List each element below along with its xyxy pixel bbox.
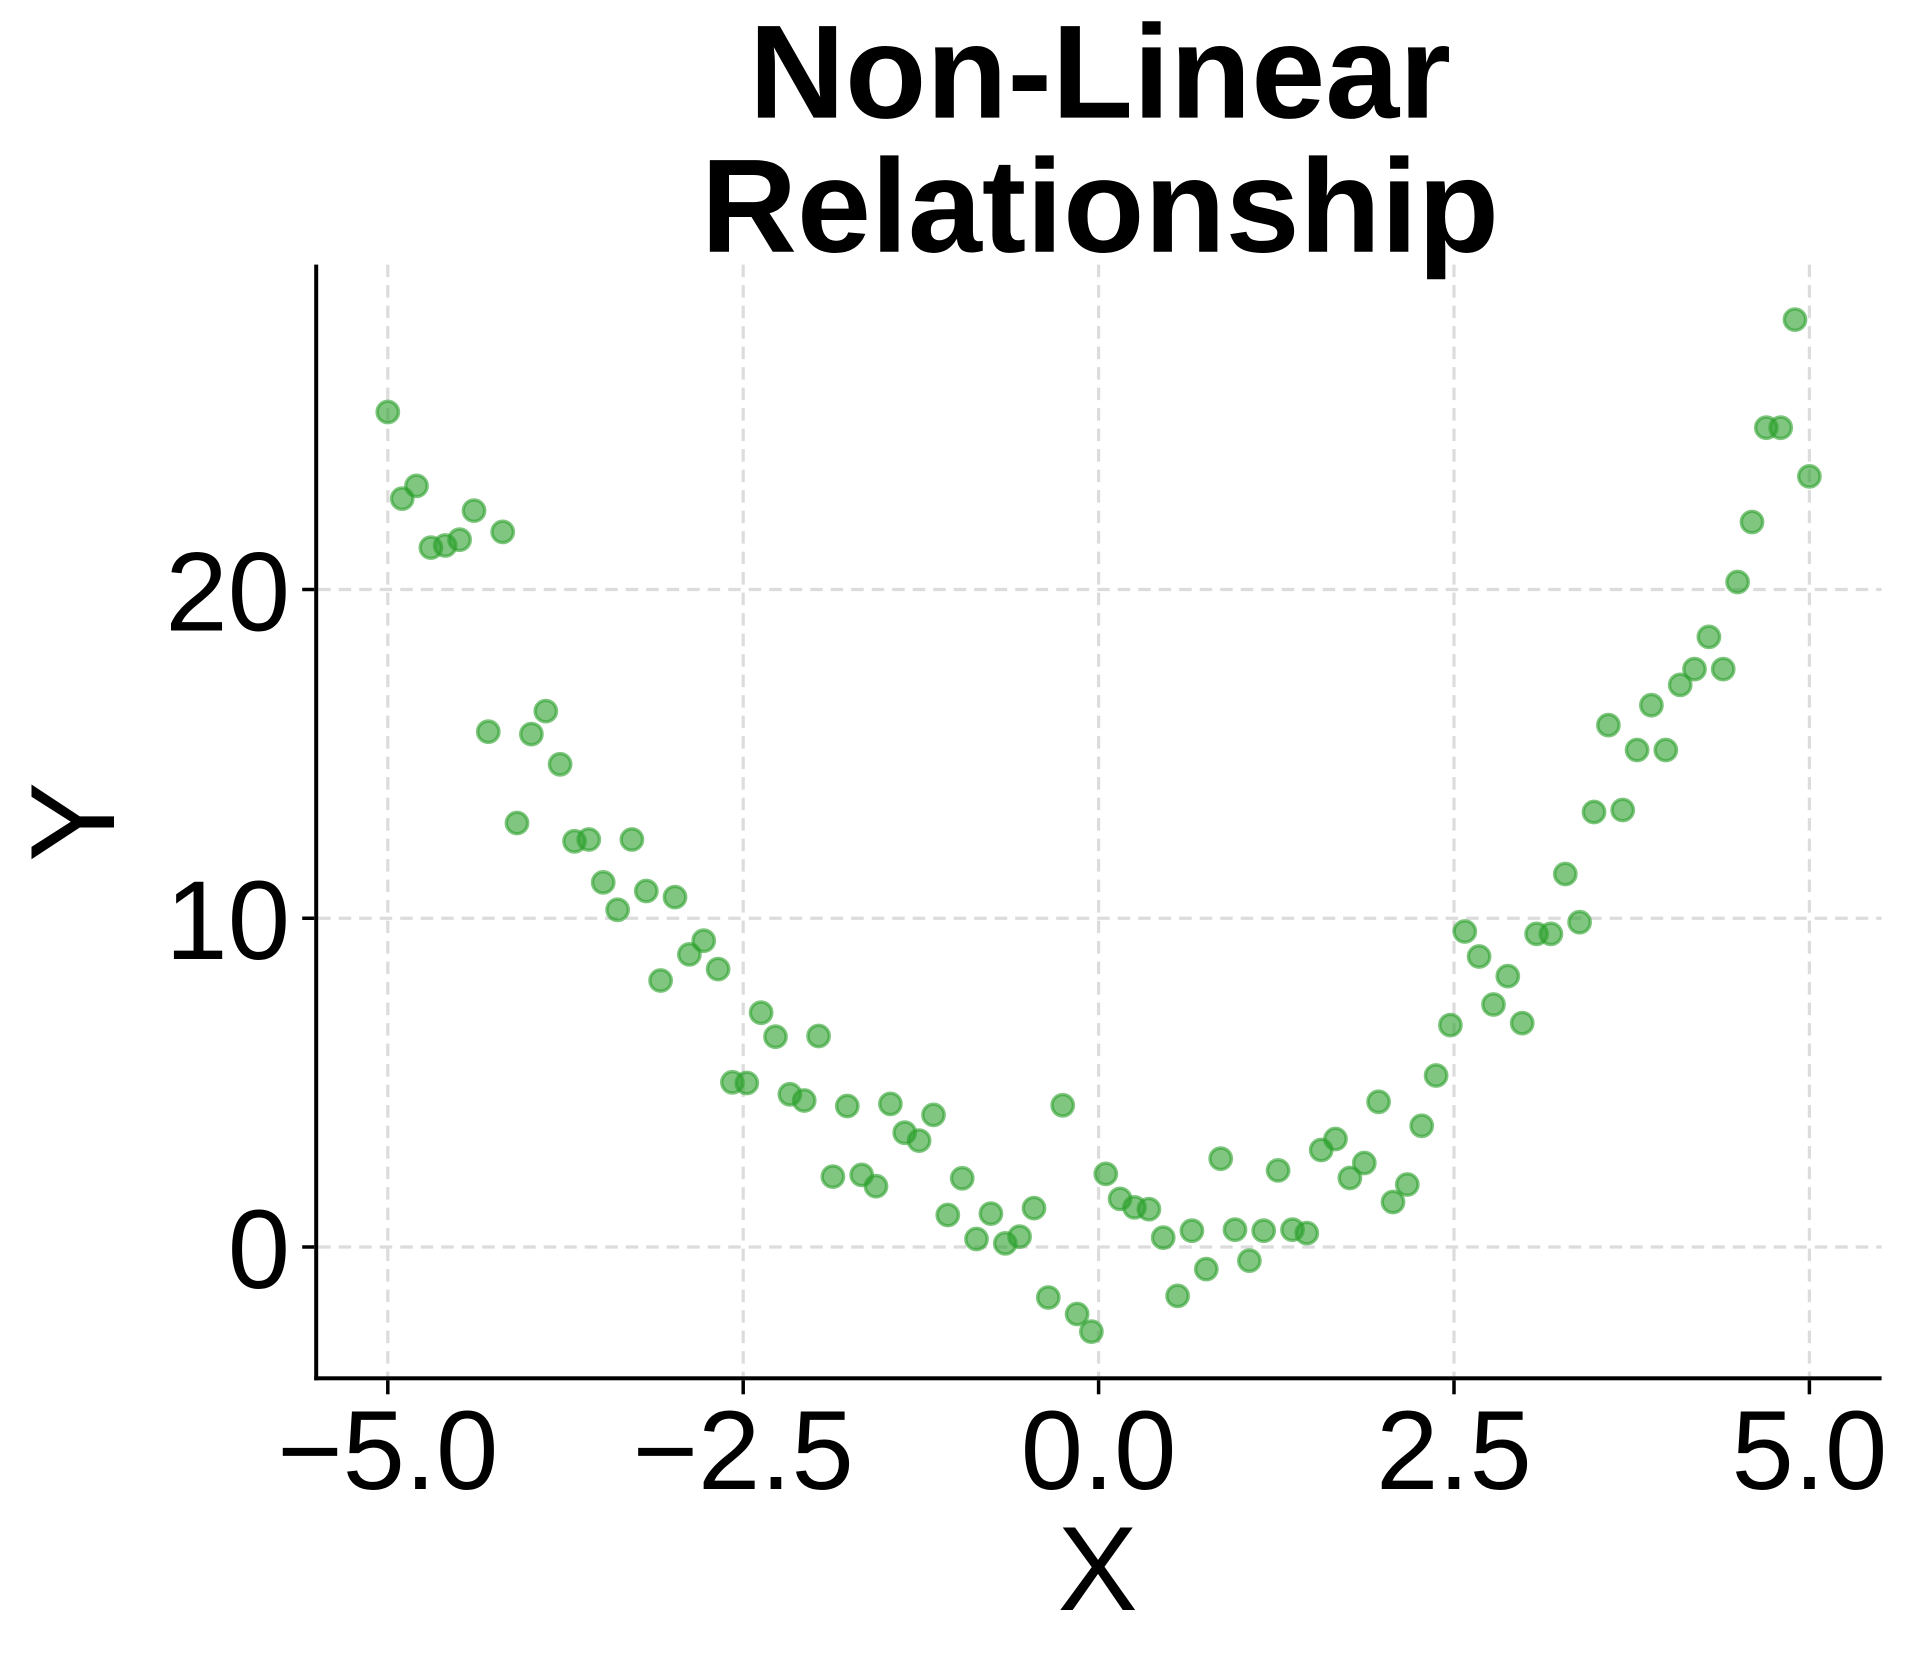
- svg-text:−5.0: −5.0: [277, 1388, 498, 1513]
- svg-text:X: X: [1058, 1502, 1138, 1636]
- svg-text:0: 0: [228, 1187, 290, 1312]
- svg-text:20: 20: [165, 530, 290, 655]
- svg-text:Y: Y: [6, 782, 140, 862]
- svg-text:−2.5: −2.5: [633, 1388, 854, 1513]
- svg-text:Relationship: Relationship: [701, 133, 1499, 281]
- svg-text:5.0: 5.0: [1732, 1388, 1888, 1513]
- svg-text:0.0: 0.0: [1021, 1388, 1177, 1513]
- svg-text:Non-Linear: Non-Linear: [749, 0, 1451, 147]
- svg-text:10: 10: [165, 858, 290, 983]
- svg-text:2.5: 2.5: [1376, 1388, 1532, 1513]
